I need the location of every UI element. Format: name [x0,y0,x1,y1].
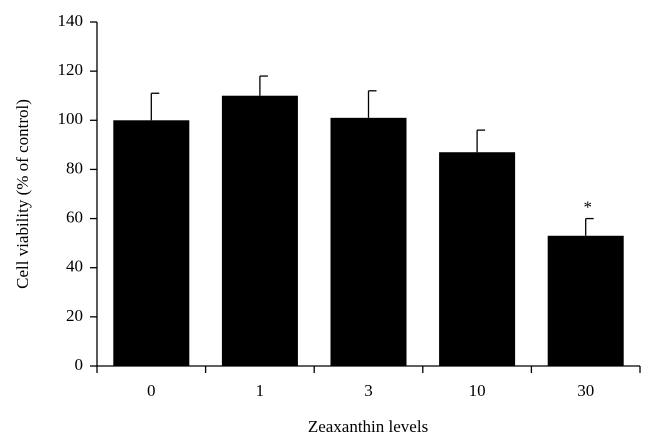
error-bar [367,90,377,118]
y-tick-label: 40 [66,257,83,276]
y-tick-label: 100 [58,109,84,128]
bar [330,117,407,366]
error-bar [150,92,160,121]
error-bar [259,75,268,96]
x-axis-label: Zeaxanthin levels [308,417,428,436]
y-tick-label: 140 [58,11,84,30]
bar [547,235,624,366]
x-tick-label: 0 [147,381,156,400]
x-tick-label: 30 [577,381,594,400]
y-tick-label: 60 [66,207,83,226]
x-tick-label: 1 [256,381,265,400]
y-axis-label: Cell viability (% of control) [13,99,32,289]
error-bar [476,129,486,153]
bar [221,95,298,366]
x-tick-label: 10 [469,381,486,400]
bar [439,152,516,366]
y-tick-label: 0 [75,355,84,374]
y-tick-label: 80 [66,158,83,177]
x-tick-label: 3 [364,381,373,400]
bar [113,120,190,367]
significance-mark: * [583,197,592,216]
error-bar [585,217,594,236]
y-tick-label: 20 [66,306,83,325]
y-tick-label: 120 [58,60,84,79]
